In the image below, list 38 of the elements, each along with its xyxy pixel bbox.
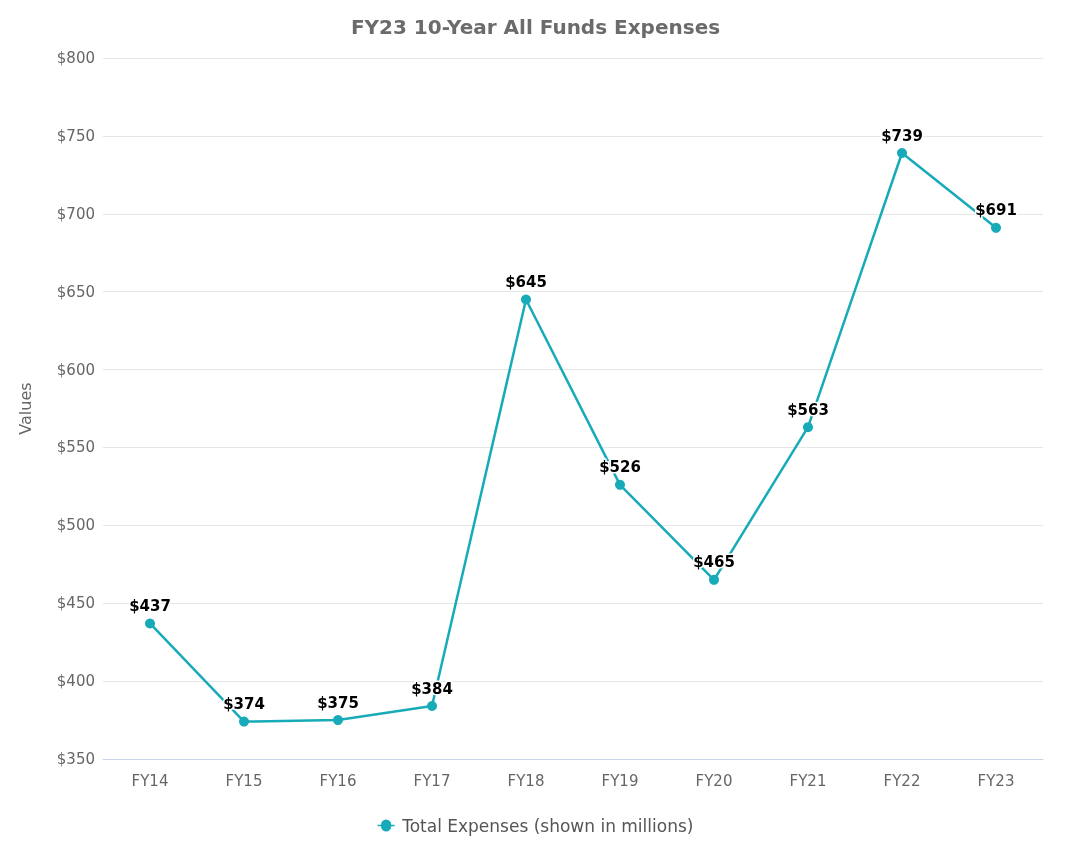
data-label: $739 xyxy=(881,126,923,145)
point xyxy=(145,618,155,629)
point xyxy=(897,148,907,159)
legend-label: Total Expenses (shown in millions) xyxy=(401,815,694,836)
x-tick-label: FY23 xyxy=(977,771,1015,790)
point xyxy=(521,294,531,305)
y-axis-title: Values xyxy=(15,382,35,435)
x-tick-label: FY18 xyxy=(507,771,545,790)
point xyxy=(239,716,249,727)
x-tick-label: FY14 xyxy=(131,771,169,790)
y-tick-label: $800 xyxy=(56,49,95,67)
point xyxy=(803,422,813,433)
point xyxy=(991,222,1001,233)
chart-title: FY23 10-Year All Funds Expenses xyxy=(350,15,721,39)
x-tick-label: FY21 xyxy=(789,771,827,790)
data-label: $437 xyxy=(129,596,171,615)
point xyxy=(709,574,719,585)
data-label: $375 xyxy=(317,693,359,712)
y-tick-label: $600 xyxy=(56,360,95,379)
x-tick-label: FY20 xyxy=(695,771,733,790)
x-tick-label: FY15 xyxy=(225,771,263,790)
y-tick-label: $650 xyxy=(56,282,95,301)
y-tick-label: $350 xyxy=(56,750,95,768)
y-tick-label: $750 xyxy=(56,126,95,145)
point xyxy=(333,715,343,726)
y-tick-label: $700 xyxy=(56,204,95,223)
x-tick-label: FY16 xyxy=(319,771,357,790)
y-tick-label: $450 xyxy=(56,594,95,613)
x-tick-label: FY19 xyxy=(601,771,639,790)
y-tick-label: $500 xyxy=(56,516,95,535)
data-label: $645 xyxy=(505,272,547,291)
y-tick-label: $400 xyxy=(56,672,95,691)
y-tick-label: $550 xyxy=(56,438,95,457)
point xyxy=(427,701,437,712)
point xyxy=(615,479,625,490)
x-tick-label: FY17 xyxy=(413,771,451,790)
x-tick-label: FY22 xyxy=(883,771,921,790)
data-label: $691 xyxy=(975,201,1017,220)
